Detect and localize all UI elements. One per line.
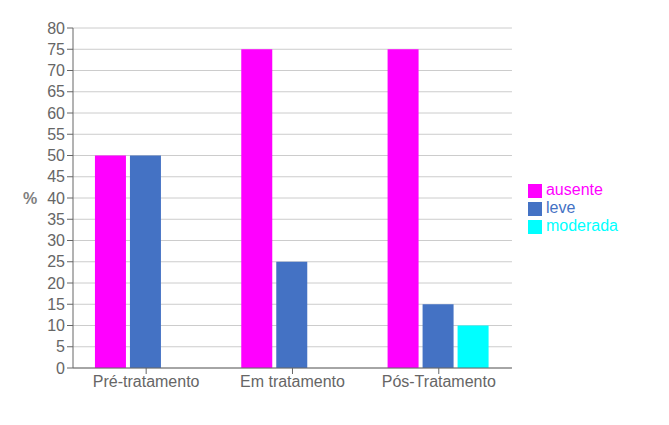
svg-text:65: 65 (47, 83, 65, 100)
svg-text:15: 15 (47, 296, 65, 313)
svg-text:20: 20 (47, 275, 65, 292)
svg-text:25: 25 (47, 253, 65, 270)
html-text:moderada: moderada (546, 217, 618, 234)
svg-text:40: 40 (47, 190, 65, 207)
html-text:ausente: ausente (546, 181, 603, 198)
svg-text:30: 30 (47, 232, 65, 249)
svg-text:%: % (23, 190, 37, 207)
svg-text:75: 75 (47, 41, 65, 58)
svg-text:55: 55 (47, 126, 65, 143)
svg-text:Pós-Tratamento: Pós-Tratamento (382, 373, 496, 390)
svg-text:Em tratamento: Em tratamento (240, 373, 345, 390)
svg-text:70: 70 (47, 62, 65, 79)
html-text:leve: leve (546, 199, 576, 216)
svg-text:5: 5 (56, 338, 65, 355)
svg-text:50: 50 (47, 147, 65, 164)
svg-text:60: 60 (47, 105, 65, 122)
svg-text:35: 35 (47, 211, 65, 228)
svg-text:10: 10 (47, 317, 65, 334)
svg-text:45: 45 (47, 168, 65, 185)
svg-text:0: 0 (56, 360, 65, 377)
svg-text:Pré-tratamento: Pré-tratamento (93, 373, 200, 390)
svg-text:80: 80 (47, 20, 65, 37)
